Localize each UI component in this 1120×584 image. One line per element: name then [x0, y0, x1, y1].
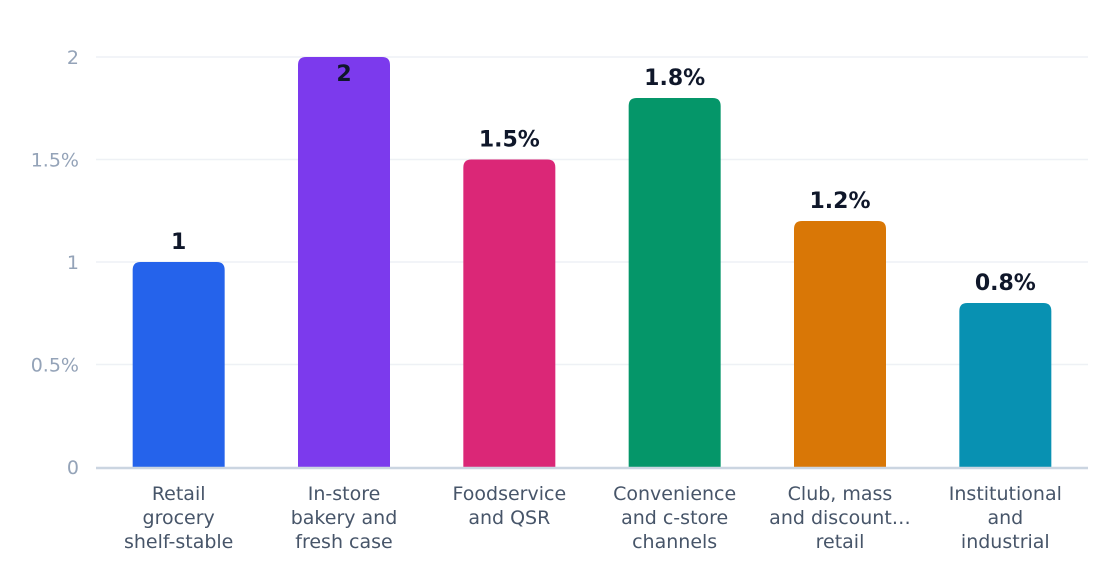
bar — [463, 159, 556, 467]
data-label: 1.5% — [479, 128, 540, 153]
x-category-label: Institutional and industrial — [949, 483, 1062, 553]
gridlines — [96, 56, 1088, 366]
x-category-label-line: and QSR — [468, 507, 550, 529]
bars — [132, 57, 1052, 467]
x-category-label-line: channels — [632, 531, 717, 553]
bar — [794, 221, 886, 467]
x-category-label-line: fresh case — [295, 531, 392, 553]
x-category-label-line: In-store — [308, 483, 381, 505]
y-tick-label: 1 — [67, 252, 79, 274]
x-category-label: In-store bakery and fresh case — [291, 483, 398, 553]
data-label: 1.2% — [809, 189, 870, 214]
x-category-label-line: and — [987, 507, 1023, 529]
x-category-label: Retail grocery shelf-stable — [124, 483, 233, 553]
x-category-label-line: Club, mass — [788, 483, 893, 505]
data-label: 0.8% — [975, 271, 1036, 296]
x-category-label-line: Retail — [152, 483, 206, 505]
data-label: 1.8% — [644, 66, 705, 91]
y-tick-label: 0.5% — [31, 355, 79, 377]
x-category-label: Foodservice and QSR — [453, 483, 567, 529]
x-category-label-line: grocery — [143, 507, 215, 529]
x-category-label-line: Foodservice — [453, 483, 567, 505]
data-label: 1 — [171, 230, 186, 255]
y-tick-label: 1.5% — [31, 150, 79, 172]
x-category-label-line: Convenience — [613, 483, 736, 505]
bar — [132, 262, 225, 467]
x-category-label-line: shelf-stable — [124, 531, 233, 553]
x-category-label-line: bakery and — [291, 507, 398, 529]
bar — [298, 57, 390, 467]
x-category-label-line: and discount… — [769, 507, 911, 529]
y-tick-label: 0 — [67, 457, 79, 479]
x-category-label-line: retail — [816, 531, 865, 553]
y-axis-ticks: 0 0.5% 1 1.5% 2 — [31, 47, 79, 479]
data-label: 2 — [336, 62, 351, 87]
y-tick-label: 2 — [67, 47, 79, 69]
x-category-label-line: industrial — [961, 531, 1050, 553]
bar — [628, 98, 721, 467]
data-labels: 1 2 1.5% 1.8% 1.2% 0.8% — [171, 62, 1036, 296]
x-category-label-line: and c-store — [621, 507, 728, 529]
x-category-label: Convenience and c-store channels — [613, 483, 736, 553]
bar — [959, 303, 1052, 467]
x-axis-category-labels: Retail grocery shelf-stable In-store bakery … — [124, 483, 1062, 553]
x-category-label: Club, mass and discount… retail — [769, 483, 911, 553]
x-category-label-line: Institutional — [949, 483, 1062, 505]
